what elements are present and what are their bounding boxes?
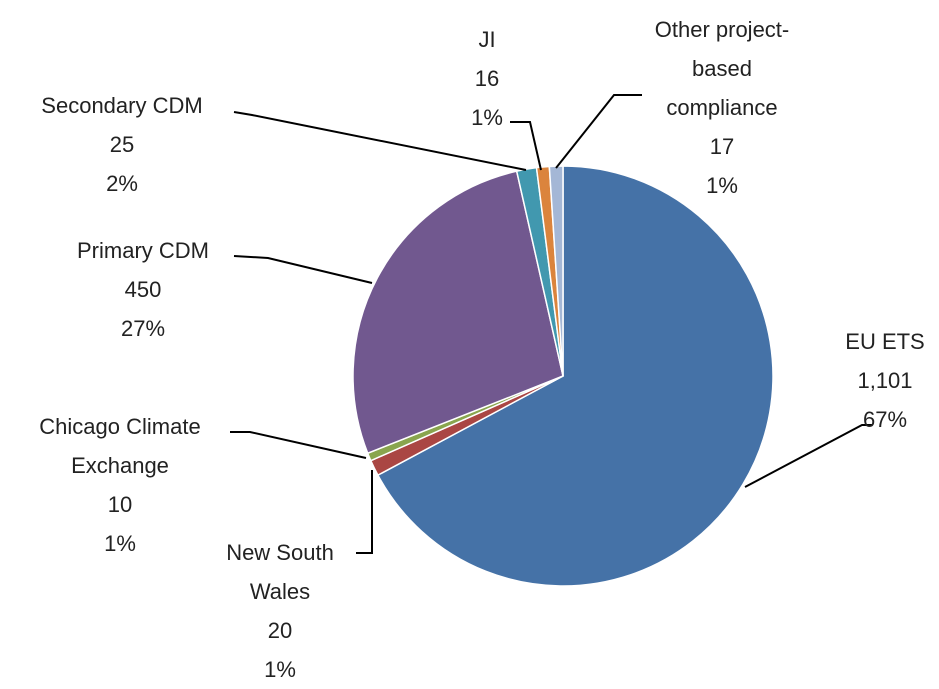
pie-slice [548,165,564,377]
label-percent: 1% [706,173,738,198]
label-value: 17 [709,134,735,159]
label-name: Chicago Climate Exchange [39,414,201,478]
leader-line [510,121,542,171]
label-percent: 2% [106,171,138,196]
pie [352,165,774,587]
slice-label: Chicago Climate Exchange 10 1% [0,407,250,563]
slice-label: Other project-based compliance 17 1% [592,10,852,205]
label-value: 20 [267,618,293,643]
slice-label: Primary CDM 450 27% [13,231,273,348]
label-percent: 1% [104,531,136,556]
leader-line [744,424,872,488]
leader-line [233,111,527,171]
leader-line [555,94,642,169]
label-name: EU ETS [845,329,925,354]
label-name: Secondary CDM [41,93,203,118]
label-percent: 67% [862,407,908,432]
leader-line [233,255,373,284]
slice-label: JI 16 1% [357,20,617,137]
label-name: New South Wales [226,540,334,604]
leader-lines [230,94,872,554]
label-percent: 27% [120,316,166,341]
label-name: JI [478,27,496,52]
label-percent: 1% [264,657,296,682]
label-value: 25 [109,132,135,157]
label-value: 10 [107,492,133,517]
slice-label: New South Wales 20 1% [150,533,410,689]
label-percent: 1% [471,105,503,130]
label-value: 450 [124,277,162,302]
slice-label: Secondary CDM 25 2% [0,86,252,203]
label-value: 16 [474,66,500,91]
leader-line [356,470,373,554]
label-name: Primary CDM [77,238,209,263]
pie-slice [376,165,774,587]
leader-line [230,431,367,459]
label-value: 1,101 [857,368,913,393]
label-name: Other project-based compliance [654,17,790,120]
slice-label: EU ETS 1,101 67% [755,322,939,439]
pie-slice [352,170,564,455]
